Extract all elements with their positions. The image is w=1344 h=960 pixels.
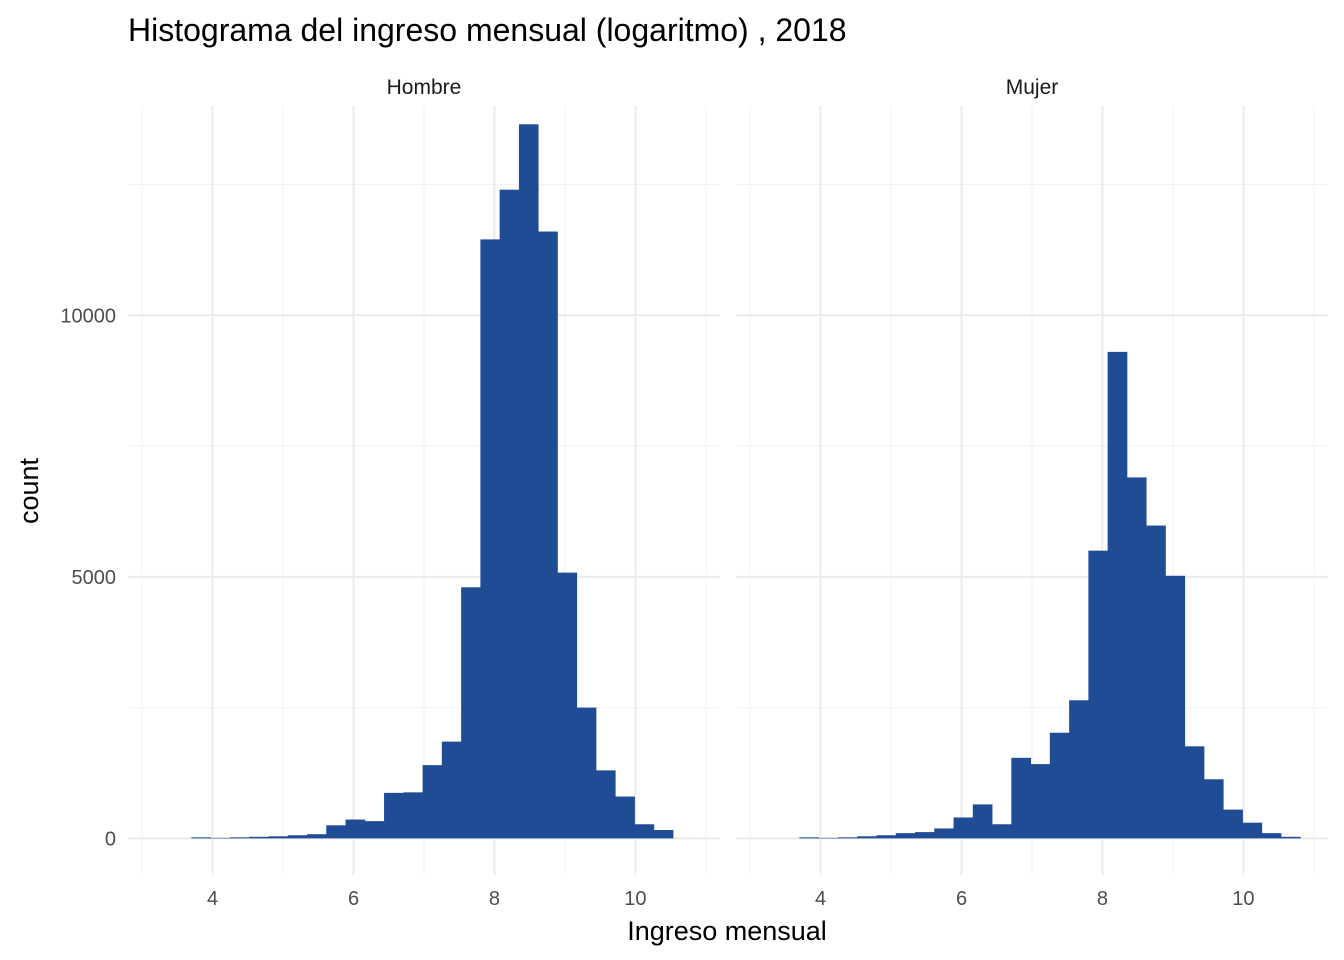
histogram-bar <box>268 836 289 839</box>
chart-title: Histograma del ingreso mensual (logaritm… <box>128 12 847 48</box>
facet-panel-hombre: Hombre 4 6 8 10 <box>128 76 720 910</box>
y-tick-label: 10000 <box>60 305 116 327</box>
histogram-bar <box>287 835 308 839</box>
histogram-bar <box>1069 700 1089 839</box>
y-axis-title: count <box>14 457 44 524</box>
histogram-bar <box>249 836 269 839</box>
histogram-bar <box>1203 779 1224 839</box>
histogram-bar <box>1088 550 1109 839</box>
histogram-bar <box>461 587 481 839</box>
histogram-bar <box>191 837 212 839</box>
histogram-bar <box>384 792 404 839</box>
histogram-bar <box>818 837 839 839</box>
histogram-bar <box>422 765 443 839</box>
x-tick-label: 6 <box>956 888 967 910</box>
x-tick-label: 4 <box>815 888 826 910</box>
facet-panel-mujer: Mujer 4 6 8 10 <box>736 76 1328 910</box>
histogram-bar <box>1184 746 1205 839</box>
histogram-bar <box>307 834 327 839</box>
histogram-bar <box>518 124 539 839</box>
histogram-bar <box>1030 764 1051 839</box>
histogram-bar <box>229 837 250 839</box>
histogram-bar <box>538 231 558 839</box>
x-tick-label: 10 <box>624 888 646 910</box>
y-tick-label: 5000 <box>72 567 117 589</box>
x-tick-label: 6 <box>348 888 359 910</box>
histogram-bar <box>1126 477 1147 839</box>
histogram-bar <box>837 837 858 839</box>
histogram-bar <box>653 830 674 839</box>
histogram-bar <box>1146 525 1166 839</box>
histogram-bar <box>1242 822 1263 839</box>
histogram-bar <box>1223 809 1243 839</box>
histogram-bar <box>934 828 954 839</box>
x-tick-label: 10 <box>1232 888 1254 910</box>
histogram-bar <box>615 796 635 839</box>
histogram-bar <box>441 741 462 839</box>
y-tick-label: 0 <box>105 828 116 850</box>
histogram-bar <box>1049 732 1070 839</box>
histogram-bar <box>972 804 993 839</box>
histogram-bar <box>326 825 346 839</box>
histogram-bar <box>857 836 877 839</box>
histogram-bar <box>403 792 423 839</box>
histogram-bar <box>876 835 897 839</box>
histogram-bar <box>915 832 935 839</box>
x-tick-label: 4 <box>207 888 218 910</box>
histogram-bar <box>799 837 820 839</box>
histogram-bar <box>364 821 385 839</box>
histogram-bar <box>1107 351 1128 839</box>
x-axis-title: Ingreso mensual <box>627 916 827 946</box>
histogram-bar <box>895 833 916 839</box>
facet-strip-label: Mujer <box>1006 76 1059 99</box>
histogram-bar <box>557 572 578 839</box>
histogram-bar <box>1261 833 1282 839</box>
histogram-bar <box>210 837 231 839</box>
histogram-bar <box>480 239 501 839</box>
x-tick-label: 8 <box>1097 888 1108 910</box>
histogram-bar <box>576 707 597 839</box>
histogram-bar <box>992 824 1012 839</box>
histogram-bar <box>953 817 974 839</box>
histogram-bar <box>1011 757 1031 839</box>
histogram-bar <box>499 189 520 839</box>
histogram-bar <box>634 824 655 839</box>
histogram-bar <box>1280 836 1301 839</box>
histogram-bar <box>345 819 366 839</box>
facet-strip-label: Hombre <box>387 76 462 99</box>
x-tick-label: 8 <box>489 888 500 910</box>
histogram-bar <box>595 770 616 839</box>
histogram-bar <box>1165 575 1186 839</box>
